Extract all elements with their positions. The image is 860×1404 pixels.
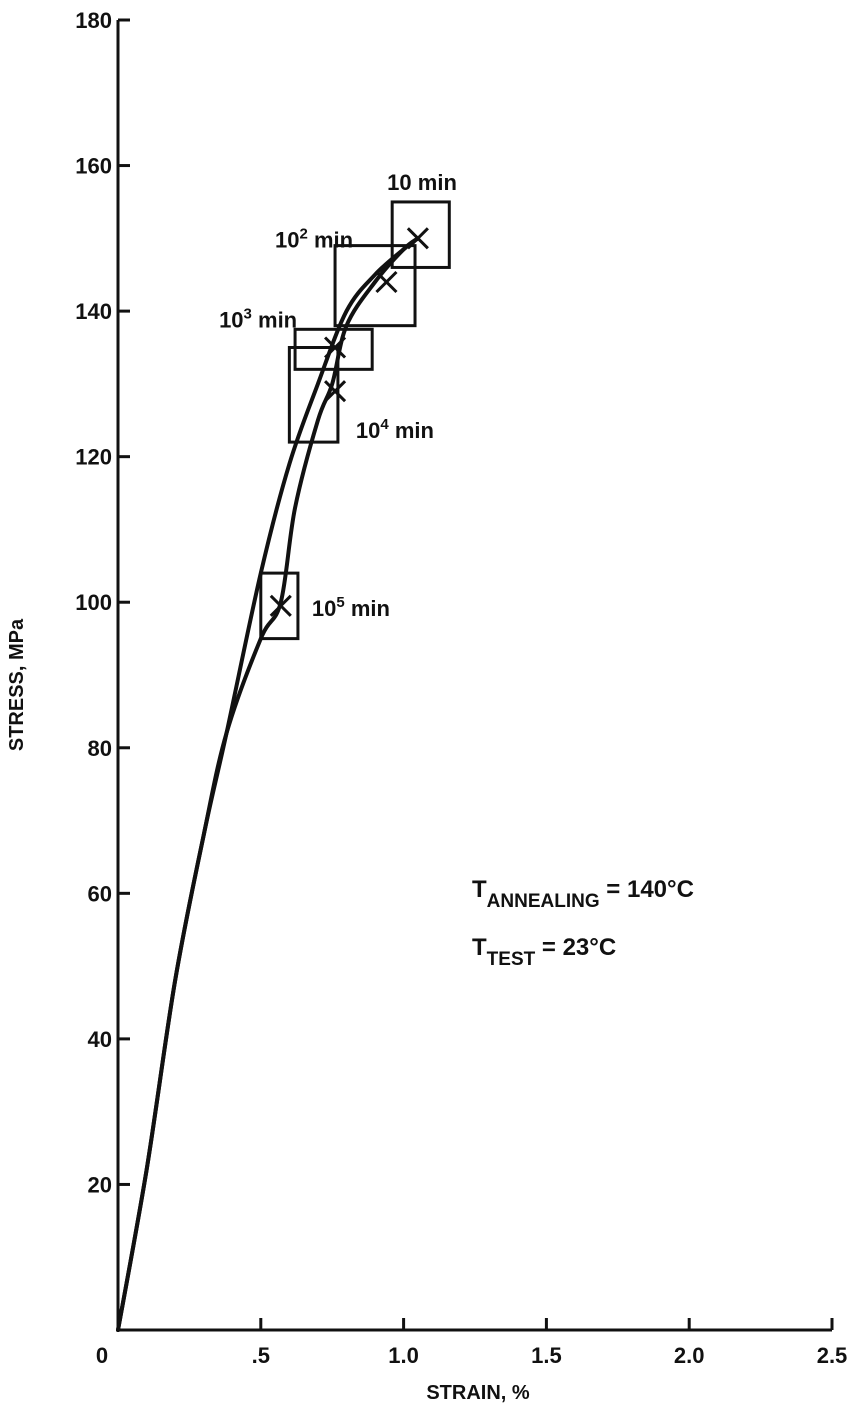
y-axis-title: STRESS, MPa bbox=[6, 618, 28, 751]
curves bbox=[116, 236, 420, 1332]
time-label: 105 min bbox=[312, 594, 390, 621]
data-point-x bbox=[323, 380, 347, 403]
axes bbox=[116, 20, 832, 1332]
data-point-x bbox=[375, 270, 398, 294]
data-point-x bbox=[406, 227, 429, 250]
y-tick-label: 60 bbox=[88, 881, 112, 906]
x-axis-title: STRAIN, % bbox=[426, 1382, 530, 1404]
markers bbox=[269, 227, 429, 617]
y-tick-label: 120 bbox=[75, 445, 112, 470]
x-tick-label: .5 bbox=[252, 1343, 270, 1368]
y-tick-label: 40 bbox=[88, 1027, 112, 1052]
time-label: 104 min bbox=[356, 416, 434, 443]
annealing-temperature: TANNEALING = 140°C bbox=[472, 876, 694, 912]
y-tick-label: 20 bbox=[88, 1172, 112, 1197]
x-tick-label: 2.0 bbox=[674, 1343, 705, 1368]
y-tick-label: 100 bbox=[75, 590, 112, 615]
uncertainty-box bbox=[259, 571, 300, 641]
stress-strain-curve bbox=[116, 236, 420, 1332]
ticks: 20 40 60 80 100 120 140 160 180 0 .5 1.0 1.5 2.0 2.5 bbox=[75, 8, 847, 1368]
x-tick-label: 0 bbox=[96, 1343, 108, 1368]
test-temperature: TTEST = 23°C bbox=[472, 934, 616, 970]
time-label: 102 min bbox=[275, 226, 353, 253]
y-tick-label: 140 bbox=[75, 299, 112, 324]
uncertainty-box bbox=[390, 200, 451, 269]
data-point-x bbox=[323, 336, 347, 359]
data-point-x bbox=[269, 594, 292, 617]
stress-strain-curve bbox=[116, 236, 420, 1332]
y-tick-label: 80 bbox=[88, 736, 112, 761]
x-tick-label: 1.0 bbox=[388, 1343, 419, 1368]
uncertainty-box bbox=[333, 244, 417, 328]
x-tick-label: 2.5 bbox=[817, 1343, 848, 1368]
time-label: 103 min bbox=[219, 305, 297, 332]
uncertainty-box bbox=[293, 327, 374, 371]
x-tick-label: 1.5 bbox=[531, 1343, 562, 1368]
time-label: 10 min bbox=[387, 170, 457, 195]
y-tick-label: 160 bbox=[75, 154, 112, 179]
point-labels: 10 min 102 min 103 min 104 min 105 min bbox=[219, 170, 457, 621]
y-tick-label: 180 bbox=[75, 8, 112, 33]
test-conditions: TANNEALING = 140°C TTEST = 23°C bbox=[472, 876, 694, 970]
